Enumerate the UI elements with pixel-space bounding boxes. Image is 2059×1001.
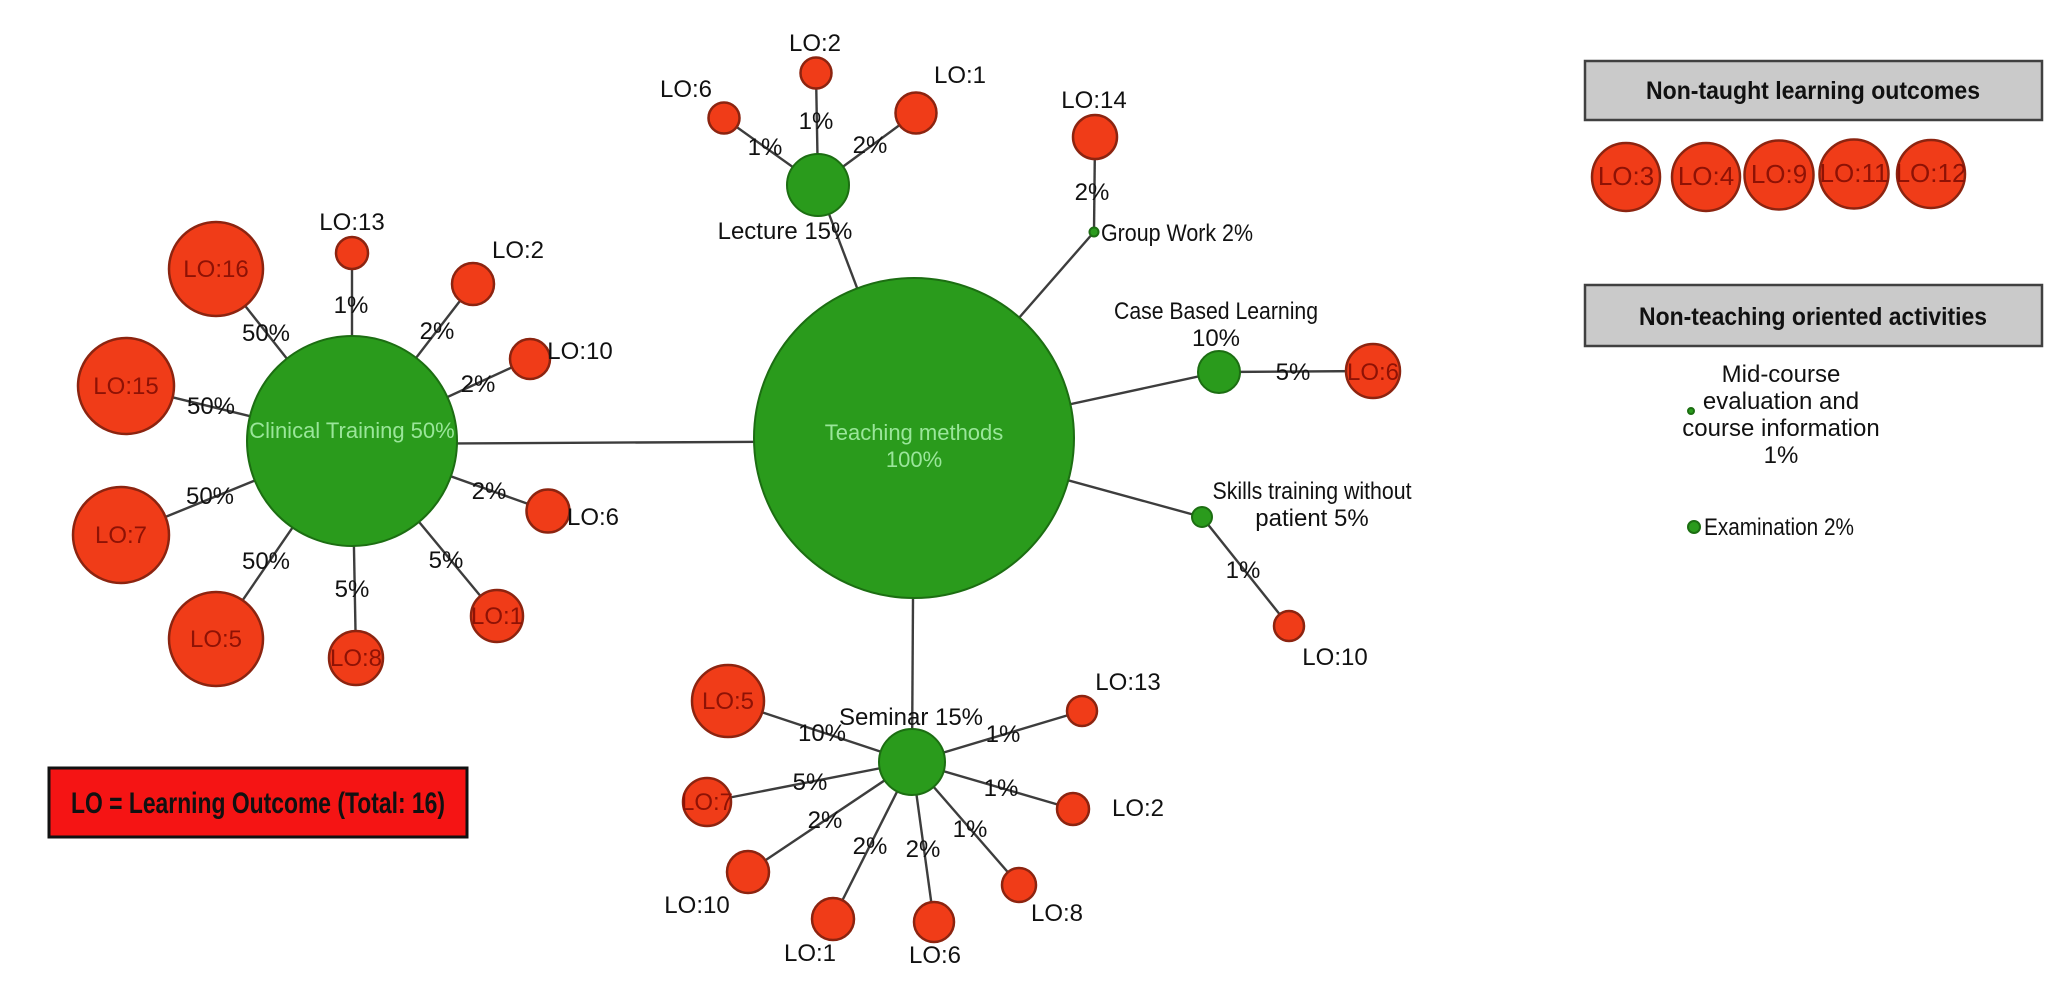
svg-text:1%: 1%	[799, 108, 834, 135]
svg-text:evaluation and: evaluation and	[1703, 388, 1859, 415]
svg-text:1%: 1%	[1226, 557, 1261, 584]
svg-text:LO:12: LO:12	[1896, 158, 1967, 188]
svg-text:1%: 1%	[1764, 442, 1799, 469]
svg-text:LO:10: LO:10	[664, 892, 729, 919]
svg-text:2%: 2%	[472, 478, 507, 505]
svg-text:Non-teaching oriented activiti: Non-teaching oriented activities	[1639, 303, 1987, 331]
svg-text:LO:2: LO:2	[492, 237, 544, 264]
svg-text:Clinical Training 50%: Clinical Training 50%	[249, 418, 454, 443]
svg-text:2%: 2%	[853, 833, 888, 860]
svg-text:LO:4: LO:4	[1678, 161, 1734, 191]
svg-text:50%: 50%	[242, 320, 290, 347]
svg-text:LO:5: LO:5	[190, 626, 242, 653]
svg-text:2%: 2%	[906, 836, 941, 863]
svg-text:2%: 2%	[461, 371, 496, 398]
svg-text:LO:6: LO:6	[660, 76, 712, 103]
svg-text:10%: 10%	[1192, 325, 1240, 352]
svg-text:course information: course information	[1682, 415, 1879, 442]
svg-text:1%: 1%	[748, 134, 783, 161]
svg-text:LO:8: LO:8	[1031, 900, 1083, 927]
svg-text:50%: 50%	[186, 483, 234, 510]
svg-text:LO:8: LO:8	[330, 645, 382, 672]
svg-text:LO:1: LO:1	[784, 940, 836, 967]
svg-text:LO:13: LO:13	[1095, 669, 1160, 696]
svg-text:LO:9: LO:9	[1751, 159, 1807, 189]
svg-text:2%: 2%	[808, 807, 843, 834]
svg-text:5%: 5%	[335, 576, 370, 603]
svg-text:LO:6: LO:6	[1347, 359, 1399, 386]
svg-text:5%: 5%	[793, 769, 828, 796]
svg-text:LO:7: LO:7	[681, 789, 733, 816]
svg-text:10%: 10%	[798, 720, 846, 747]
svg-text:1%: 1%	[986, 721, 1021, 748]
svg-text:Teaching methods: Teaching methods	[825, 420, 1004, 445]
svg-text:LO:6: LO:6	[567, 504, 619, 531]
svg-text:LO:7: LO:7	[95, 522, 147, 549]
svg-text:100%: 100%	[886, 447, 942, 472]
svg-text:LO:14: LO:14	[1061, 87, 1126, 114]
svg-text:50%: 50%	[242, 548, 290, 575]
svg-text:patient 5%: patient 5%	[1255, 505, 1368, 532]
svg-text:1%: 1%	[334, 292, 369, 319]
svg-text:LO:5: LO:5	[702, 688, 754, 715]
svg-text:LO:3: LO:3	[1598, 161, 1654, 191]
svg-text:Lecture 15%: Lecture 15%	[718, 218, 853, 245]
svg-text:5%: 5%	[1276, 359, 1311, 386]
svg-text:1%: 1%	[953, 816, 988, 843]
svg-text:5%: 5%	[429, 547, 464, 574]
svg-text:Case Based Learning: Case Based Learning	[1114, 298, 1318, 325]
svg-text:LO:2: LO:2	[1112, 795, 1164, 822]
svg-text:Group Work 2%: Group Work 2%	[1101, 220, 1253, 247]
svg-text:Skills training without: Skills training without	[1213, 478, 1412, 505]
svg-text:2%: 2%	[1075, 179, 1110, 206]
svg-text:Examination 2%: Examination 2%	[1704, 514, 1854, 541]
svg-text:LO:13: LO:13	[319, 209, 384, 236]
svg-text:LO:11: LO:11	[1820, 158, 1889, 188]
svg-text:LO:1: LO:1	[934, 62, 986, 89]
svg-text:2%: 2%	[420, 318, 455, 345]
svg-text:1%: 1%	[984, 775, 1019, 802]
svg-text:LO:6: LO:6	[909, 942, 961, 969]
svg-text:LO:2: LO:2	[789, 30, 841, 57]
svg-text:Seminar 15%: Seminar 15%	[839, 704, 983, 731]
svg-text:LO:10: LO:10	[547, 338, 612, 365]
svg-text:LO = Learning Outcome (Total:: LO = Learning Outcome (Total: 16)	[71, 787, 445, 820]
svg-text:LO:16: LO:16	[183, 256, 248, 283]
svg-text:LO:10: LO:10	[1302, 644, 1367, 671]
svg-text:LO:15: LO:15	[93, 373, 158, 400]
svg-text:Mid-course: Mid-course	[1722, 361, 1841, 388]
svg-text:2%: 2%	[853, 132, 888, 159]
svg-text:50%: 50%	[187, 393, 235, 420]
svg-text:Non-taught learning outcomes: Non-taught learning outcomes	[1646, 77, 1980, 105]
svg-text:LO:1: LO:1	[471, 603, 523, 630]
